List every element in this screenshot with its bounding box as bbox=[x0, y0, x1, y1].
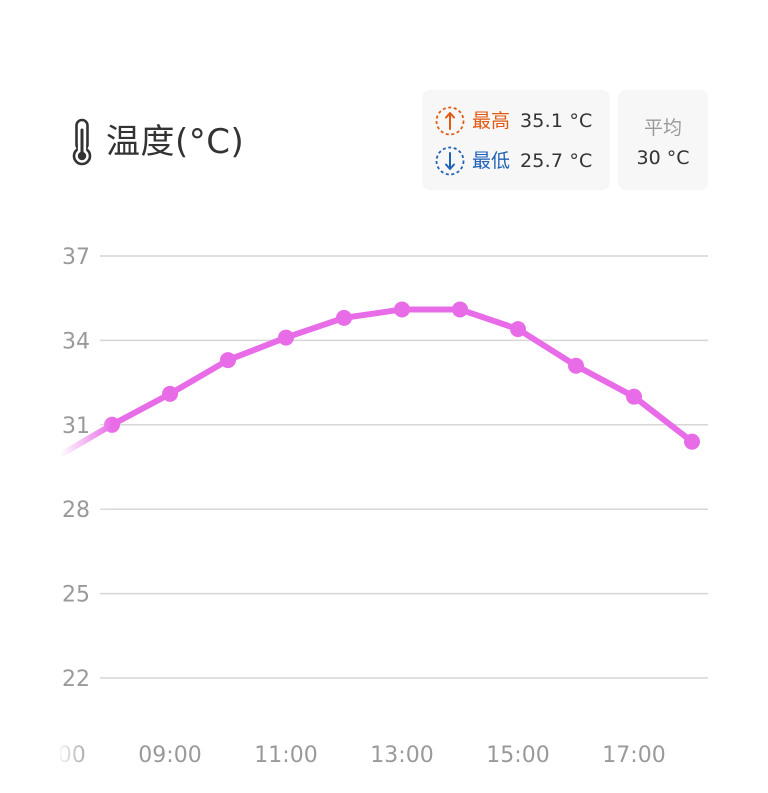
arrow-up-circle-icon bbox=[435, 106, 465, 136]
data-point bbox=[336, 309, 352, 326]
grid-lines bbox=[100, 255, 708, 679]
data-point bbox=[220, 352, 236, 369]
right-clip bbox=[708, 220, 768, 720]
max-value: 35.1 °C bbox=[520, 109, 593, 132]
average-value: 30 °C bbox=[636, 147, 690, 169]
series-temperature bbox=[51, 301, 700, 462]
y-tick-label: 22 bbox=[62, 667, 90, 692]
x-tick-label: 13:00 bbox=[370, 743, 433, 768]
data-point bbox=[626, 388, 642, 405]
x-tick-label: 15:00 bbox=[486, 743, 549, 768]
x-tick-label: 09:00 bbox=[138, 743, 201, 768]
y-tick-label: 37 bbox=[62, 245, 90, 270]
thermometer-icon bbox=[72, 118, 92, 166]
scroll-fade bbox=[0, 220, 768, 775]
data-point bbox=[162, 385, 178, 402]
data-point bbox=[684, 433, 700, 450]
data-point bbox=[452, 301, 468, 318]
min-value: 25.7 °C bbox=[520, 149, 593, 172]
label-fade-overlay bbox=[58, 735, 94, 775]
average-label: 平均 bbox=[643, 117, 682, 139]
y-tick-label: 25 bbox=[62, 583, 90, 608]
left-clip bbox=[0, 220, 60, 720]
y-tick-label: 34 bbox=[62, 329, 90, 354]
x-tick-label: 11:00 bbox=[254, 743, 317, 768]
x-tick-label: 17:00 bbox=[602, 743, 665, 768]
series-line bbox=[51, 306, 695, 462]
chart-header: 温度(°C) bbox=[68, 118, 244, 166]
max-label: 最高 bbox=[472, 109, 511, 132]
max-temperature: 最高 35.1 °C bbox=[434, 104, 593, 138]
average-panel bbox=[618, 90, 708, 190]
arrow-down-circle-icon bbox=[435, 146, 465, 176]
y-tick-label: 31 bbox=[62, 414, 90, 439]
min-label: 最低 bbox=[472, 149, 511, 172]
min-temperature: 最低 25.7 °C bbox=[434, 144, 593, 178]
data-point bbox=[278, 329, 294, 346]
chart-title: 温度(°C) bbox=[106, 122, 245, 162]
y-axis-ticks: 37 34 31 28 25 22 bbox=[62, 245, 90, 692]
data-point bbox=[510, 321, 526, 338]
data-point bbox=[568, 357, 584, 374]
data-point bbox=[394, 301, 410, 318]
left-label-clip bbox=[0, 735, 60, 775]
line-fade-overlay bbox=[58, 400, 114, 510]
y-tick-label: 28 bbox=[62, 498, 90, 523]
